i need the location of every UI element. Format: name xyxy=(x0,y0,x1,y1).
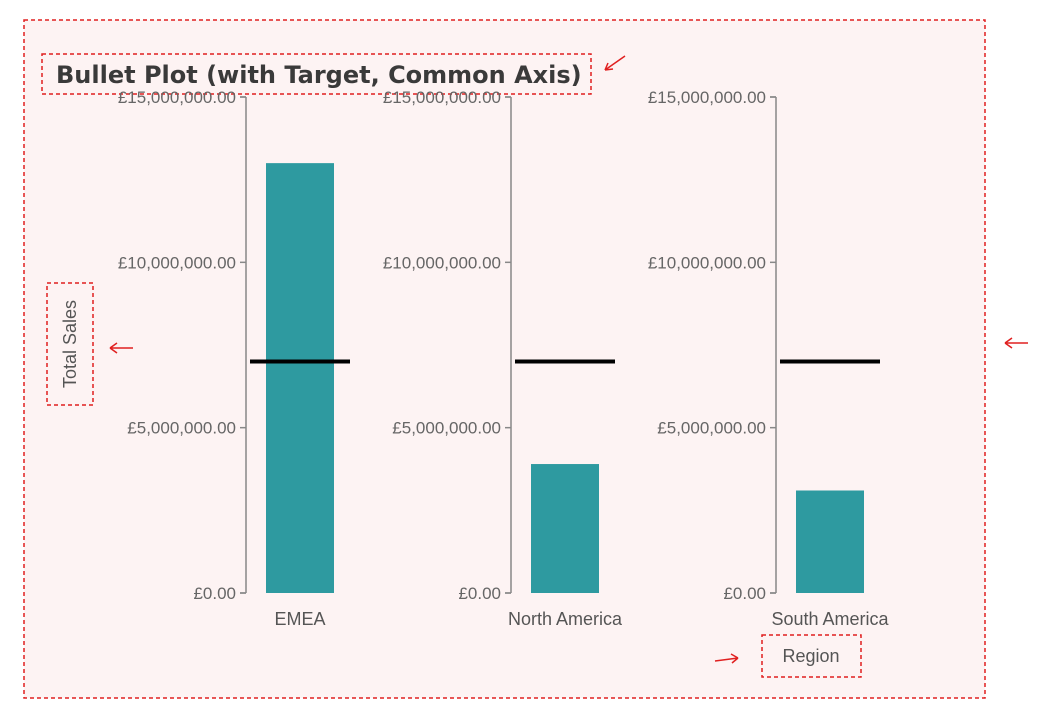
y-axis-title: Total Sales xyxy=(60,300,80,388)
bar-north-america xyxy=(531,464,599,593)
x-title-highlight-box xyxy=(761,634,862,678)
chart-panels: £0.00 £5,000,000.00 £10,000,000.00 £15,000,… xyxy=(118,88,890,629)
y-tick-label: £0.00 xyxy=(193,584,236,603)
y-tick-label: £0.00 xyxy=(458,584,501,603)
y-tick-label: £10,000,000.00 xyxy=(118,253,236,272)
title-arrow-icon xyxy=(604,55,626,71)
y-tick-label: £15,000,000.00 xyxy=(648,88,766,107)
category-label: North America xyxy=(508,609,623,629)
y-tick-label: £15,000,000.00 xyxy=(118,88,236,107)
y-tick-label: £10,000,000.00 xyxy=(648,253,766,272)
y-title-arrow-icon xyxy=(109,342,133,354)
bar-emea xyxy=(266,163,334,593)
x-axis-title: Region xyxy=(782,646,839,666)
bar-south-america xyxy=(796,490,864,593)
y-tick-label: £5,000,000.00 xyxy=(392,419,501,438)
y-tick-label: £0.00 xyxy=(723,584,766,603)
x-title-arrow-icon xyxy=(714,653,739,664)
side-arrow-icon xyxy=(1004,337,1028,349)
y-tick-label: £5,000,000.00 xyxy=(127,419,236,438)
category-label: EMEA xyxy=(274,609,325,629)
title-highlight-box xyxy=(41,53,592,95)
y-title-highlight-box xyxy=(46,282,94,406)
category-label: South America xyxy=(771,609,889,629)
y-tick-label: £10,000,000.00 xyxy=(383,253,501,272)
chart-title: Bullet Plot (with Target, Common Axis) xyxy=(56,61,582,89)
y-tick-label: £15,000,000.00 xyxy=(383,88,501,107)
y-tick-label: £5,000,000.00 xyxy=(657,419,766,438)
chart-background xyxy=(23,19,986,699)
